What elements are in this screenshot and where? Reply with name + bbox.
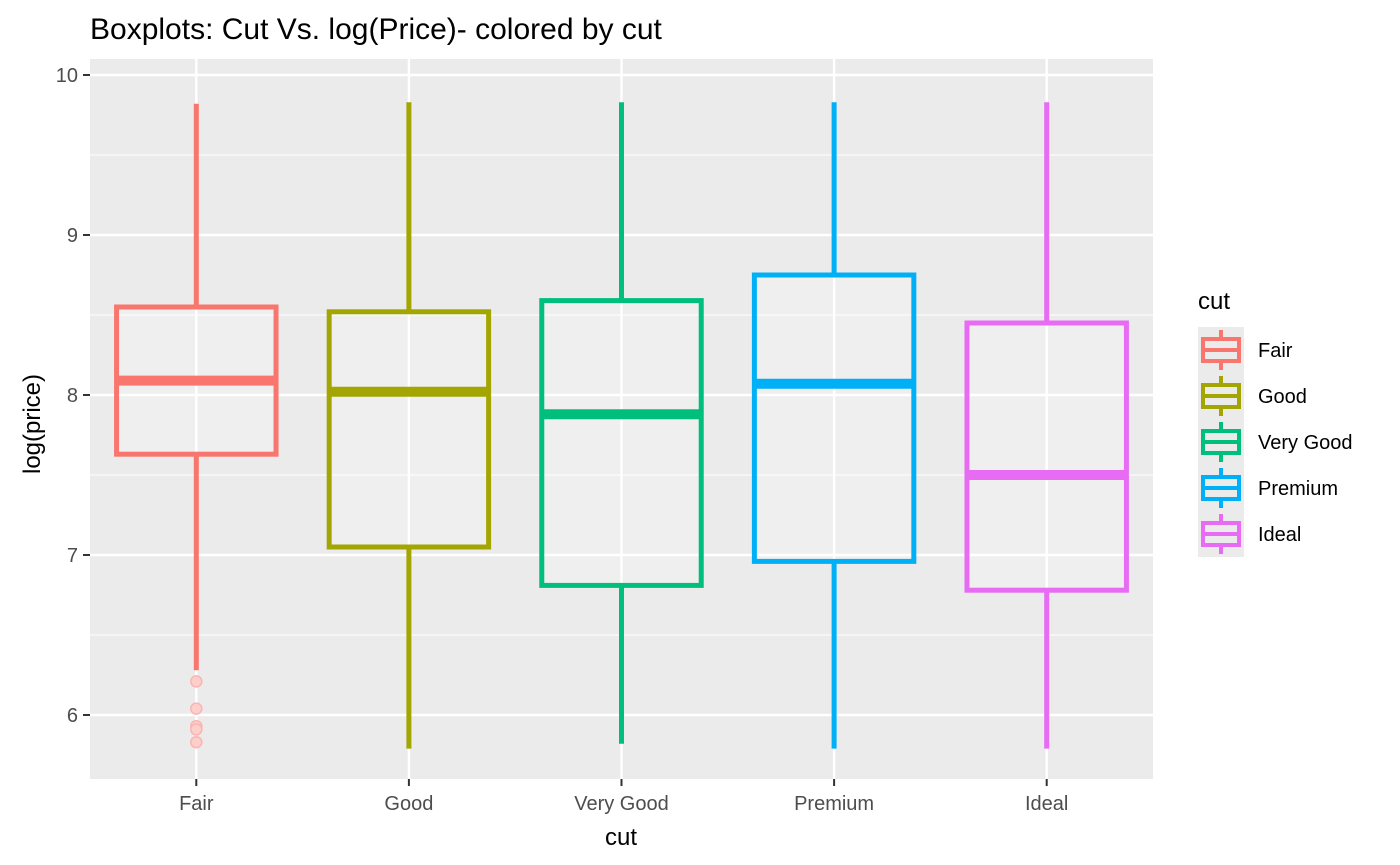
legend-key-fair [1198,327,1244,373]
box-ideal [964,102,1129,749]
x-tick-label: Very Good [574,793,669,815]
legend-key-very-good [1198,419,1244,465]
legend-key-good [1198,373,1244,419]
y-tick-label: 7 [67,545,78,567]
x-axis: Fair Good Very Good Premium Ideal [179,779,1068,815]
boxes [114,102,1129,749]
legend-key-ideal [1198,511,1244,557]
x-tick-label: Fair [179,793,214,815]
y-tick-label: 6 [67,705,78,727]
legend-label: Very Good [1258,432,1353,454]
outlier-point [190,702,203,715]
legend-label: Premium [1258,478,1338,500]
legend-label: Good [1258,386,1307,408]
y-tick-label: 10 [56,65,78,87]
box-premium [751,102,917,749]
legend-key-premium [1198,465,1244,511]
legend-title: cut [1198,288,1230,315]
y-axis: 6 7 8 9 10 [56,65,90,727]
x-tick-label: Good [384,793,433,815]
legend: cut Fair Good Very Good Premium Ideal [1198,288,1353,557]
box-body [539,298,704,588]
box-body [964,320,1129,593]
outlier-point [190,723,203,736]
y-tick-label: 8 [67,385,78,407]
box-good [326,102,492,749]
legend-label: Fair [1258,340,1293,362]
box-body [326,309,492,550]
x-axis-title: cut [605,824,637,851]
box-body [751,272,917,564]
x-tick-label: Ideal [1025,793,1068,815]
outlier-point [190,735,203,749]
box-fair [114,103,279,749]
legend-label: Ideal [1258,524,1301,546]
box-very-good [539,102,704,744]
y-axis-title: log(price) [19,374,46,474]
chart-title: Boxplots: Cut Vs. log(Price)- colored by… [90,13,663,46]
outlier-point [190,675,203,688]
x-tick-label: Premium [794,793,874,815]
y-tick-label: 9 [67,225,78,247]
